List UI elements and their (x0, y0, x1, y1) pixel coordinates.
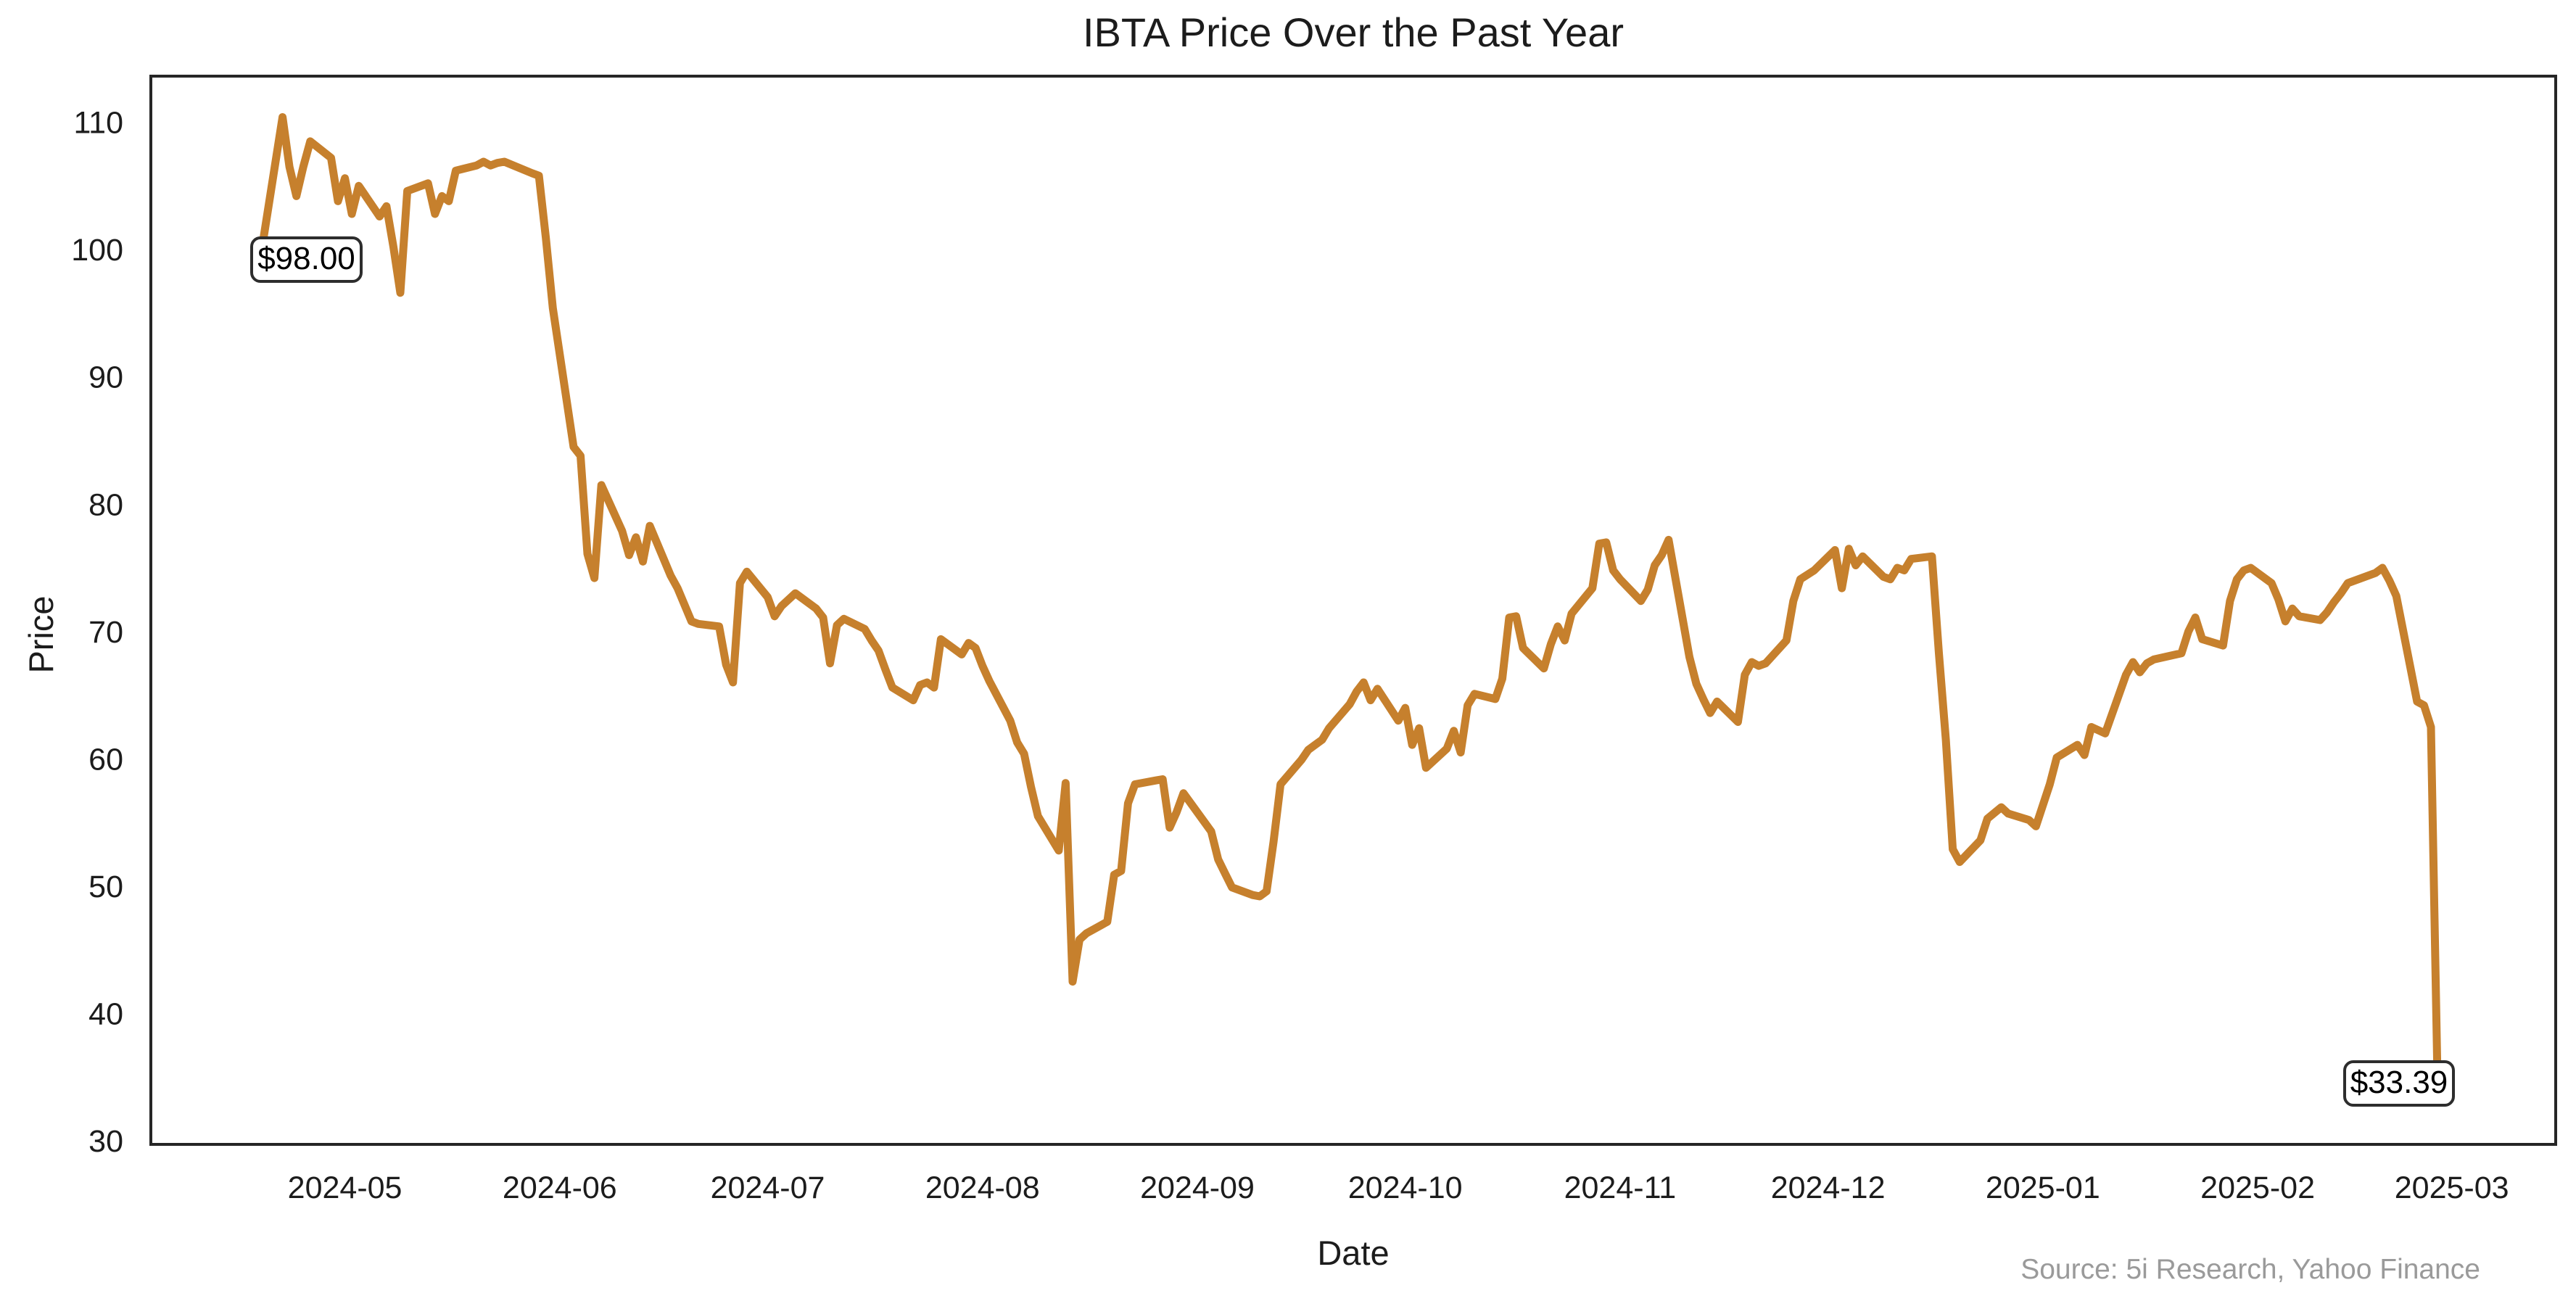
y-tick-label: 80 (88, 487, 123, 522)
x-tick-label: 2024-06 (503, 1170, 617, 1205)
x-tick-label: 2024-05 (288, 1170, 402, 1205)
axes-spines (149, 75, 2557, 1146)
y-tick-label: 60 (88, 742, 123, 777)
y-tick-label: 40 (88, 997, 123, 1032)
y-tick-label: 70 (88, 615, 123, 650)
x-tick-label: 2024-12 (1771, 1170, 1886, 1205)
y-tick-label: 90 (88, 360, 123, 395)
y-axis-label: Price (22, 595, 60, 674)
annotation-end-price: $33.39 (2343, 1060, 2455, 1107)
x-tick-label: 2024-11 (1564, 1170, 1677, 1205)
y-tick-label: 100 (71, 233, 123, 268)
source-text: Source: 5i Research, Yahoo Finance (2020, 1254, 2480, 1285)
x-tick-label: 2025-01 (1986, 1170, 2100, 1205)
x-tick-label: 2024-09 (1140, 1170, 1255, 1205)
price-line (250, 113, 2442, 1102)
y-tick-label: 50 (88, 870, 123, 904)
y-tick-label: 110 (73, 106, 123, 141)
x-tick-label: 2024-08 (925, 1170, 1040, 1205)
x-tick-label: 2024-07 (711, 1170, 825, 1205)
chart-title: IBTA Price Over the Past Year (1083, 9, 1624, 55)
y-tick-label: 30 (88, 1124, 123, 1159)
x-tick-label: 2025-03 (2395, 1170, 2509, 1205)
x-tick-label: 2025-02 (2200, 1170, 2315, 1205)
x-tick-label: 2024-10 (1348, 1170, 1463, 1205)
x-axis-label: Date (1317, 1234, 1390, 1272)
annotation-start-price: $98.00 (250, 236, 363, 283)
